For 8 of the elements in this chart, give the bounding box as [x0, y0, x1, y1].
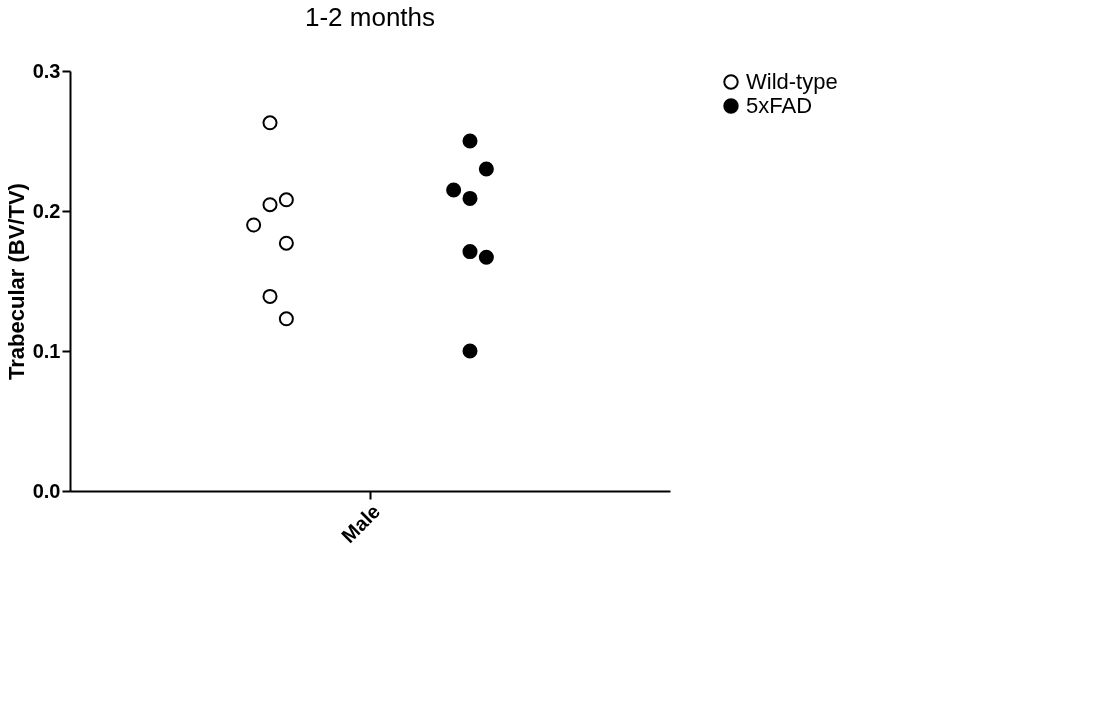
chart-title: 1-2 months	[304, 2, 436, 32]
y-tick-label: 0.0	[32, 479, 61, 502]
legend-label: Wild-type	[746, 69, 838, 94]
y-tick-label: 0.3	[32, 59, 61, 82]
y-tick-label: 0.2	[32, 199, 61, 222]
y-axis-title: Trabecular (BV/TV)	[3, 183, 29, 380]
y-tick-label: 0.1	[32, 339, 61, 362]
legend-label: 5xFAD	[746, 93, 813, 118]
